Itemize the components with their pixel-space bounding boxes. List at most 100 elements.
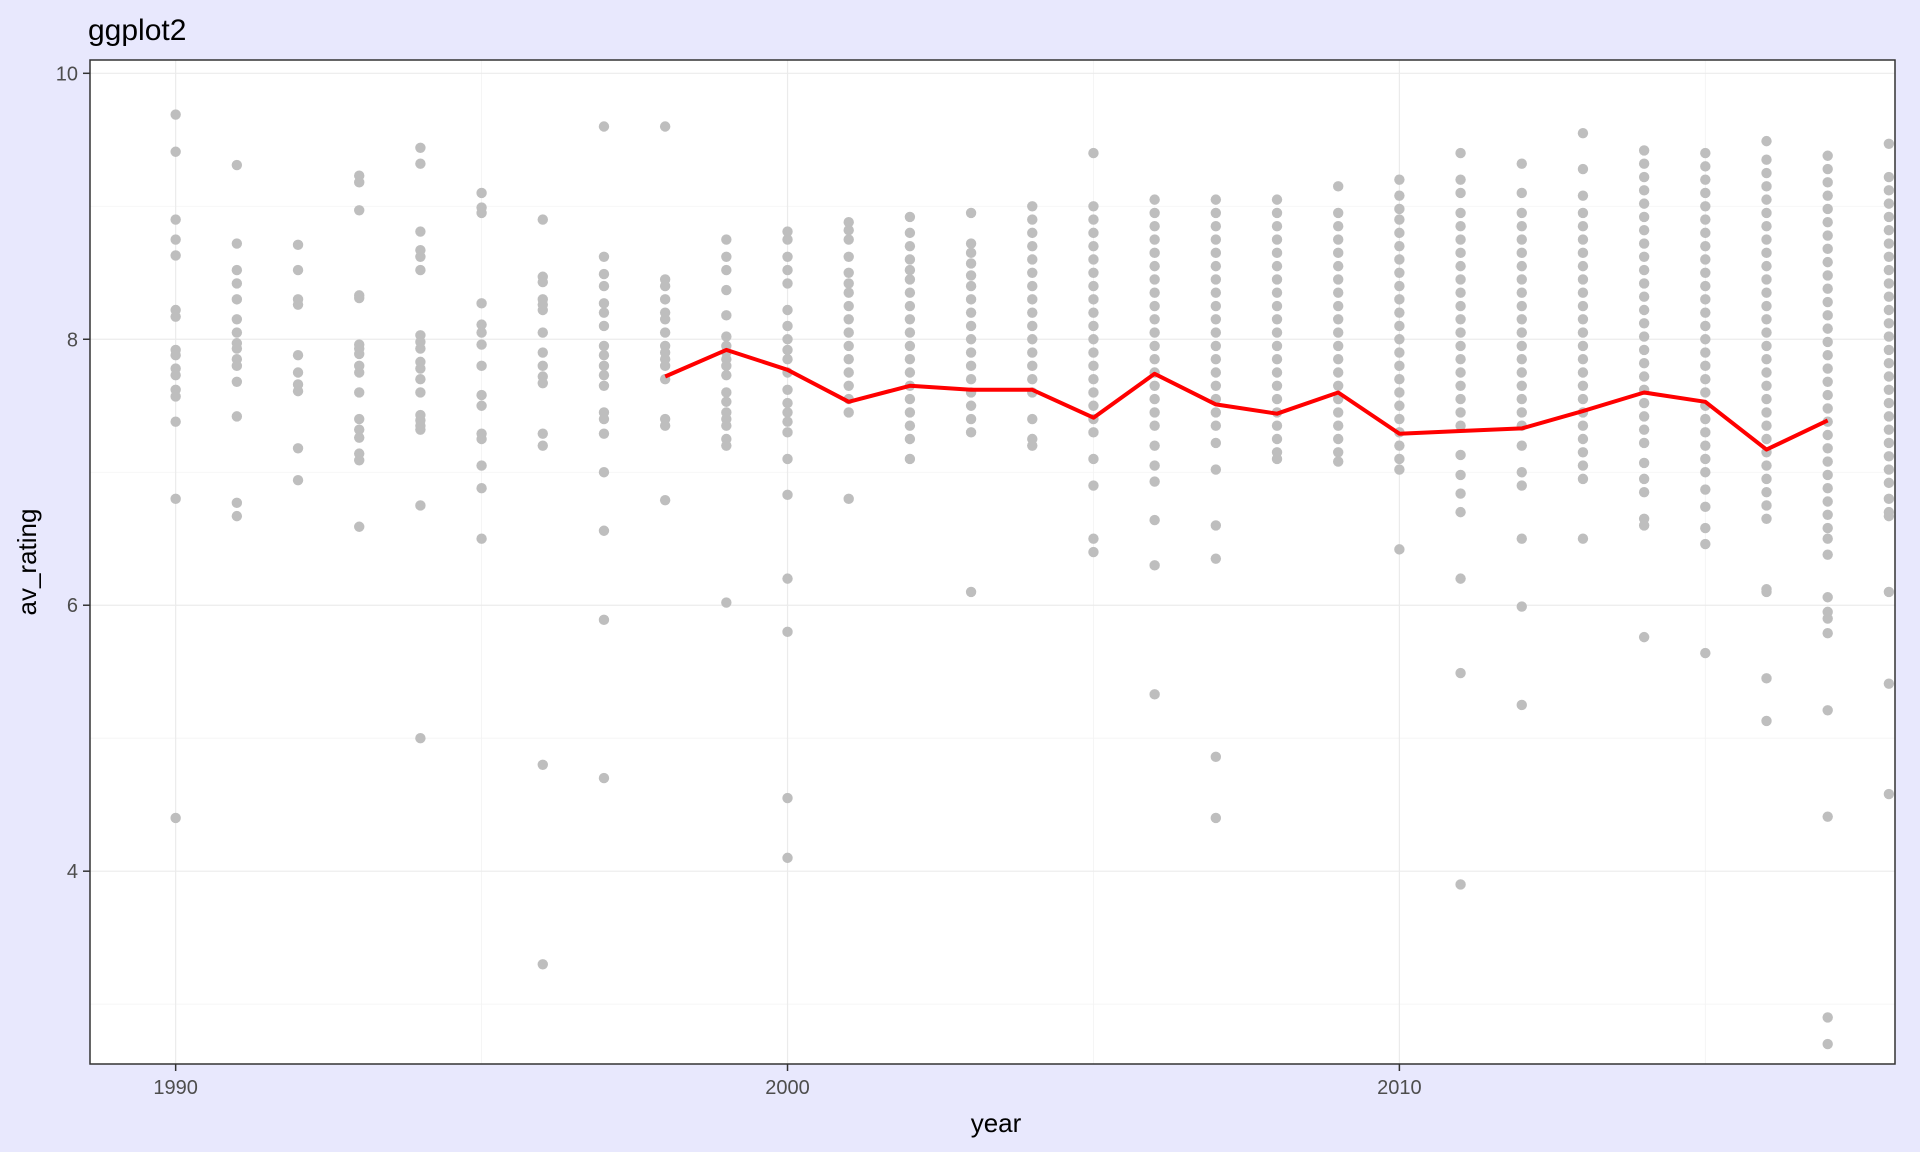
data-point: [1027, 201, 1038, 212]
data-point: [1822, 177, 1833, 188]
data-point: [1761, 260, 1772, 272]
data-point: [904, 287, 916, 298]
data-point: [1883, 304, 1895, 316]
data-point: [1761, 407, 1772, 418]
trend-line: [664, 347, 1829, 452]
data-point: [782, 626, 793, 638]
data-point: [476, 533, 487, 544]
data-point: [1088, 147, 1099, 159]
data-point: [1700, 320, 1711, 332]
data-point: [1577, 420, 1589, 431]
data-point: [1271, 287, 1283, 298]
data-point: [1761, 460, 1772, 471]
data-point: [659, 327, 671, 338]
data-point: [415, 732, 426, 744]
data-point: [1638, 424, 1650, 435]
data-point: [1149, 234, 1160, 245]
data-point: [1700, 467, 1711, 478]
data-point: [598, 772, 610, 784]
data-point: [415, 251, 426, 263]
data-point: [170, 369, 181, 381]
data-point: [1577, 234, 1589, 245]
data-point: [1883, 264, 1895, 276]
data-point: [1149, 440, 1160, 451]
data-point: [659, 294, 671, 305]
data-point: [354, 348, 365, 360]
data-point: [782, 573, 793, 584]
data-point: [1638, 457, 1650, 469]
data-point: [1455, 506, 1466, 518]
data-point: [1822, 190, 1833, 201]
data-point: [1822, 549, 1833, 560]
data-point: [1394, 214, 1405, 225]
data-point: [843, 354, 854, 365]
data-point: [1822, 376, 1833, 388]
data-point: [721, 440, 732, 451]
y-tick-label: 6: [67, 595, 78, 617]
data-point: [1577, 207, 1589, 219]
data-point: [598, 467, 610, 478]
data-point: [965, 270, 977, 281]
data-point: [659, 420, 671, 431]
data-point: [965, 238, 977, 249]
data-point: [1210, 751, 1222, 763]
data-point: [1822, 310, 1833, 321]
data-point: [1149, 340, 1160, 352]
data-point: [1883, 464, 1895, 475]
data-point: [904, 264, 916, 276]
data-point: [904, 354, 916, 365]
data-point: [598, 280, 610, 292]
data-point: [1210, 354, 1222, 365]
data-point: [476, 327, 487, 338]
data-point: [721, 264, 732, 276]
data-point: [1088, 334, 1099, 345]
data-point: [1149, 380, 1160, 392]
data-point: [1638, 318, 1650, 329]
data-point: [904, 314, 916, 325]
data-point: [1455, 667, 1466, 679]
data-point: [1883, 437, 1895, 449]
data-point: [965, 347, 977, 358]
data-point: [1271, 393, 1283, 405]
data-point: [659, 121, 671, 132]
data-point: [1883, 678, 1895, 689]
data-point: [1333, 300, 1344, 312]
data-point: [1088, 427, 1099, 438]
data-point: [170, 109, 181, 120]
data-point: [1149, 247, 1160, 259]
data-point: [1210, 221, 1222, 232]
data-point: [1455, 187, 1466, 199]
data-point: [843, 251, 854, 263]
data-point: [1455, 260, 1466, 272]
data-point: [292, 385, 304, 397]
data-point: [659, 360, 671, 372]
data-point: [1333, 274, 1344, 285]
data-point: [1700, 522, 1711, 534]
data-point: [1210, 812, 1222, 824]
data-point: [1577, 433, 1589, 445]
data-point: [415, 142, 426, 153]
data-point: [965, 334, 977, 345]
data-point: [598, 428, 610, 439]
data-point: [1822, 296, 1833, 308]
data-point: [965, 373, 977, 385]
data-point: [904, 227, 916, 239]
data-point: [1394, 190, 1405, 201]
data-point: [1638, 171, 1650, 183]
data-point: [1333, 260, 1344, 272]
data-point: [1516, 274, 1527, 285]
data-point: [170, 214, 181, 225]
data-point: [476, 319, 487, 330]
data-point: [537, 214, 548, 225]
data-point: [598, 298, 610, 309]
data-point: [598, 268, 610, 280]
data-point: [1333, 367, 1344, 378]
y-tick-label: 4: [67, 861, 78, 883]
data-point: [1394, 174, 1405, 185]
data-point: [1822, 509, 1833, 520]
data-point: [1638, 486, 1650, 498]
data-point: [1394, 360, 1405, 372]
data-point: [292, 367, 304, 378]
data-point: [1822, 363, 1833, 374]
data-point: [843, 327, 854, 338]
